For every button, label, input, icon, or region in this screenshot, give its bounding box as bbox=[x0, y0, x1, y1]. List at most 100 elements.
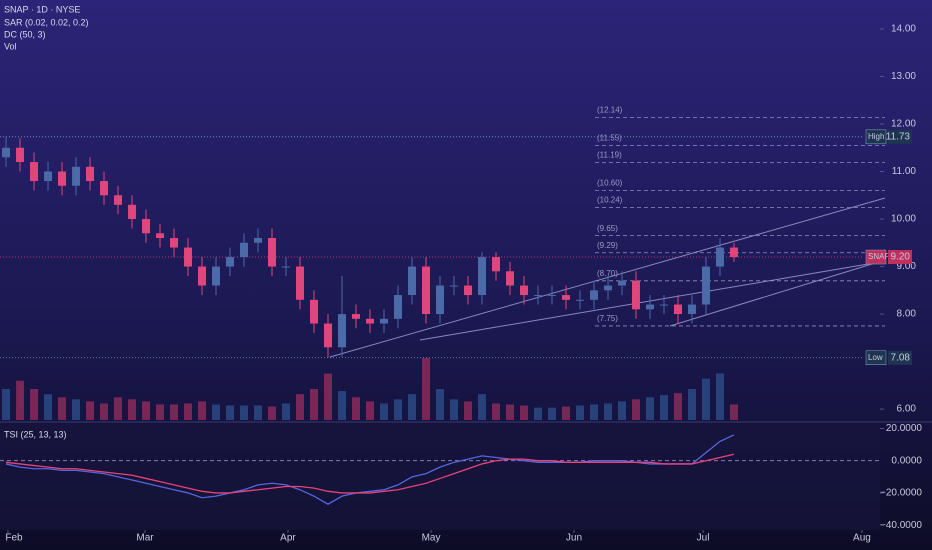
candle-body bbox=[422, 266, 431, 315]
candle-body bbox=[254, 238, 263, 243]
volume-bar bbox=[715, 373, 724, 420]
y-tick-label: 9.00 bbox=[897, 261, 917, 272]
volume-bar bbox=[701, 378, 710, 420]
volume-bar bbox=[645, 397, 654, 420]
candle-body bbox=[72, 166, 81, 186]
candle-body bbox=[589, 290, 598, 300]
candle-body bbox=[617, 280, 626, 286]
volume-bar bbox=[477, 394, 486, 420]
candle-body bbox=[86, 166, 95, 182]
candle-body bbox=[324, 323, 333, 348]
candle-body bbox=[170, 238, 179, 248]
y-tick-label: 14.00 bbox=[891, 24, 916, 35]
trend-line bbox=[669, 259, 886, 327]
candle-body bbox=[561, 295, 570, 300]
candle-body bbox=[603, 285, 612, 291]
x-tick-label: Feb bbox=[5, 533, 23, 544]
candle-body bbox=[282, 266, 291, 268]
candle-body bbox=[226, 257, 235, 267]
x-tick-label: Mar bbox=[136, 533, 154, 544]
y-tick-label: 10.00 bbox=[891, 214, 916, 225]
y-tick-label: 13.00 bbox=[891, 71, 916, 82]
candle-body bbox=[701, 266, 710, 305]
volume-bar bbox=[463, 401, 472, 420]
candle-body bbox=[659, 304, 668, 306]
volume-bar bbox=[30, 389, 39, 420]
candle-body bbox=[491, 257, 500, 272]
y-tick-label: 11.00 bbox=[892, 166, 917, 177]
fib-label: (11.19) bbox=[597, 151, 622, 160]
volume-bar bbox=[58, 397, 67, 420]
candle-body bbox=[673, 304, 682, 315]
x-tick-label: Jun bbox=[566, 533, 582, 544]
candle-body bbox=[156, 233, 165, 239]
last_price-value: 9.20 bbox=[891, 252, 911, 263]
last_price-name: SNAP bbox=[868, 252, 890, 261]
low_marker-value-box bbox=[888, 350, 912, 365]
candle-body bbox=[505, 271, 514, 286]
candle-body bbox=[408, 266, 417, 296]
high_marker-value-box bbox=[888, 129, 912, 144]
fib-label: (10.24) bbox=[597, 196, 623, 205]
candle-body bbox=[463, 285, 472, 296]
volume-bar bbox=[408, 394, 417, 420]
candle-body bbox=[240, 242, 249, 258]
tsi-title: TSI (25, 13, 13) bbox=[4, 429, 67, 439]
low_marker-name: Low bbox=[868, 353, 883, 362]
legend-indicator: SAR (0.02, 0.02, 0.2) bbox=[4, 17, 89, 27]
volume-bar bbox=[44, 394, 53, 420]
volume-bar bbox=[589, 404, 598, 420]
volume-bar bbox=[16, 380, 25, 420]
volume-bar bbox=[352, 397, 361, 420]
volume-bar bbox=[617, 401, 626, 420]
candle-body bbox=[449, 285, 458, 287]
volume-bar bbox=[366, 401, 375, 420]
candle-body bbox=[30, 162, 39, 182]
high_marker-name: High bbox=[868, 132, 884, 141]
volume-bar bbox=[128, 399, 137, 420]
volume-bar bbox=[310, 389, 319, 420]
candle-body bbox=[645, 304, 654, 310]
volume-bar bbox=[631, 399, 640, 420]
candle-body bbox=[436, 285, 444, 315]
x-tick-label: Aug bbox=[853, 533, 871, 544]
tsi-tick-label: −40.0000 bbox=[880, 520, 922, 531]
volume-bar bbox=[170, 404, 179, 420]
fib-label: (9.29) bbox=[597, 241, 618, 250]
low_marker-value: 7.08 bbox=[891, 352, 911, 363]
tsi-line bbox=[5, 434, 735, 505]
high_marker-name-box bbox=[865, 129, 887, 145]
candle-body bbox=[16, 147, 25, 163]
volume-bar bbox=[575, 405, 584, 420]
fib-label: (11.55) bbox=[597, 133, 622, 142]
volume-bar bbox=[436, 389, 444, 420]
volume-bar bbox=[254, 405, 263, 420]
fib-label: (7.75) bbox=[597, 314, 618, 323]
volume-bar bbox=[268, 406, 277, 420]
volume-bar bbox=[142, 401, 151, 420]
candle-body bbox=[715, 247, 724, 267]
candle-body bbox=[394, 295, 403, 319]
candle-body bbox=[575, 299, 584, 301]
volume-bar bbox=[184, 403, 193, 420]
candle-body bbox=[477, 257, 486, 296]
fib-label: (9.65) bbox=[597, 224, 618, 233]
volume-bar bbox=[519, 405, 528, 420]
y-tick-label: 6.00 bbox=[897, 404, 917, 415]
candle-body bbox=[184, 247, 193, 267]
candle-body bbox=[519, 285, 528, 296]
candle-body bbox=[142, 219, 151, 234]
tsi-panel bbox=[0, 422, 880, 530]
candle-body bbox=[547, 295, 556, 297]
volume-bar bbox=[729, 404, 738, 420]
x-tick-label: Apr bbox=[280, 533, 296, 544]
candle-body bbox=[128, 204, 137, 220]
candle-body bbox=[533, 295, 542, 297]
tsi-tick-label: 20.0000 bbox=[886, 423, 923, 434]
volume-bar bbox=[156, 404, 165, 420]
candle-body bbox=[100, 181, 109, 196]
volume-bar bbox=[86, 401, 95, 420]
low_marker-name-box bbox=[865, 350, 887, 366]
